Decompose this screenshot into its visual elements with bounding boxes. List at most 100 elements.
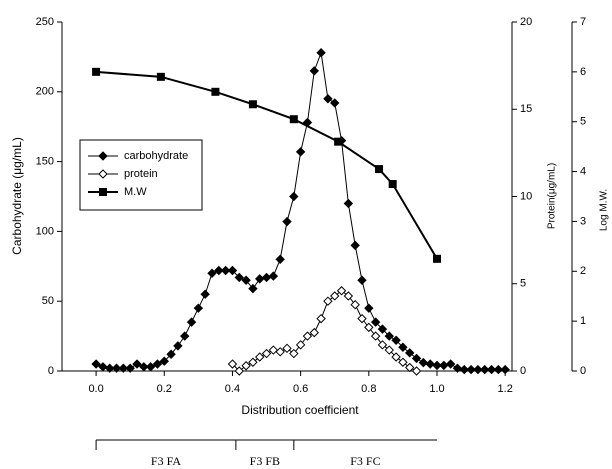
y3-tick-label: 6 (580, 66, 586, 78)
marker (211, 87, 220, 96)
legend-label: protein (124, 168, 158, 180)
marker (111, 363, 122, 373)
y3-tick-label: 2 (580, 265, 586, 277)
marker (357, 275, 367, 285)
x-tick-label: 0.2 (157, 383, 172, 395)
marker (173, 341, 183, 351)
y-tick-label: 200 (36, 86, 54, 98)
marker (309, 327, 319, 338)
marker (391, 352, 401, 362)
y-tick-label: 50 (42, 295, 54, 307)
marker (391, 335, 401, 345)
legend-marker (99, 188, 107, 196)
y2-axis-label: Protein(μg/mL) (547, 163, 558, 229)
marker (343, 291, 354, 301)
marker (227, 265, 238, 276)
marker (445, 359, 456, 369)
marker (388, 180, 397, 189)
marker (139, 362, 149, 372)
x-axis-label: Distribution coefficient (241, 403, 359, 417)
marker (282, 343, 292, 354)
y2-tick-label: 0 (520, 365, 526, 377)
marker (214, 265, 224, 276)
y3-tick-label: 3 (580, 215, 586, 227)
y-tick-label: 250 (36, 16, 54, 28)
marker (234, 366, 244, 376)
marker (295, 147, 306, 157)
marker (295, 340, 306, 350)
marker (105, 363, 115, 373)
marker (330, 291, 340, 301)
x-tick-label: 1.2 (498, 383, 513, 395)
marker (193, 303, 204, 313)
marker (234, 272, 244, 283)
series-line (95, 50, 506, 371)
y2-tick-label: 20 (520, 16, 532, 28)
marker (432, 360, 442, 371)
marker (248, 357, 258, 367)
marker (241, 275, 251, 285)
marker (316, 313, 326, 324)
y3-tick-label: 7 (580, 16, 586, 28)
marker (336, 286, 347, 296)
marker (364, 322, 374, 333)
marker (200, 289, 210, 299)
marker (405, 348, 415, 358)
marker (452, 363, 463, 373)
marker (459, 364, 469, 375)
y-tick-label: 0 (48, 365, 54, 377)
marker (268, 271, 279, 281)
marker (350, 299, 360, 310)
marker (241, 361, 251, 371)
x-tick-label: 0.0 (88, 383, 103, 395)
marker (302, 331, 313, 341)
marker (384, 331, 394, 341)
marker (118, 363, 129, 373)
marker (92, 67, 101, 76)
fraction-label: F3 FB (250, 454, 280, 468)
marker (425, 359, 435, 369)
marker (156, 72, 165, 81)
marker (275, 254, 285, 265)
fraction-label: F3 FA (151, 454, 181, 468)
y3-tick-label: 1 (580, 315, 586, 327)
marker (375, 165, 384, 174)
marker (180, 331, 190, 341)
marker (480, 364, 490, 375)
marker (500, 364, 510, 375)
marker (268, 345, 279, 355)
marker (334, 137, 343, 146)
marker (227, 359, 238, 369)
y-axis-label: Carbohydrate (μg/mL) (10, 137, 24, 255)
x-tick-label: 0.4 (225, 383, 240, 395)
marker (466, 364, 476, 375)
marker (418, 357, 429, 368)
marker (261, 348, 272, 359)
marker (248, 283, 258, 294)
marker (330, 98, 340, 108)
marker (350, 240, 360, 251)
marker (186, 317, 197, 327)
marker (405, 362, 415, 373)
marker (398, 357, 408, 367)
x-tick-label: 0.8 (361, 383, 376, 395)
marker (309, 66, 319, 76)
legend-marker (98, 151, 108, 161)
y2-tick-label: 15 (520, 103, 532, 115)
marker (486, 364, 497, 375)
marker (145, 362, 156, 372)
marker (275, 347, 285, 357)
marker (166, 349, 176, 359)
y3-axis-label: Log M.W. (599, 189, 610, 231)
x-tick-label: 0.6 (293, 383, 308, 395)
x-tick-label: 1.0 (429, 383, 444, 395)
y-tick-label: 150 (36, 156, 54, 168)
marker (473, 364, 483, 375)
marker (343, 198, 354, 209)
marker (248, 100, 257, 109)
marker (289, 348, 299, 359)
marker (316, 48, 326, 58)
marker (152, 359, 163, 369)
y3-tick-label: 4 (580, 165, 586, 177)
